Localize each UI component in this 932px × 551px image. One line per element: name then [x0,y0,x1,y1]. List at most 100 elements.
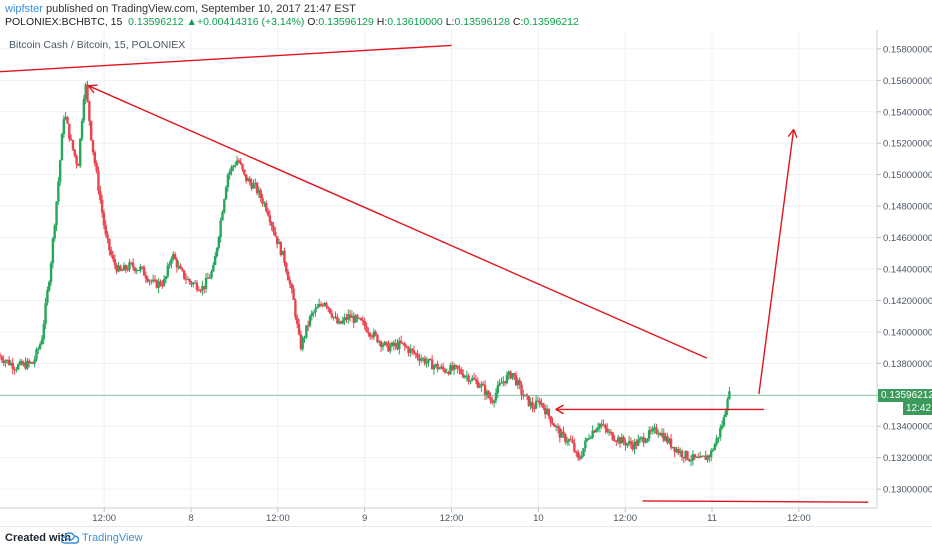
candle-body [128,262,131,270]
candle-body [372,331,376,338]
x-tick-label: 9 [362,513,367,524]
candle-body [518,380,521,385]
candle-body [531,401,534,409]
countdown-tag: 12:42 [903,402,932,416]
candle-body [394,343,397,347]
candle-body [91,140,95,153]
candle-body [684,451,687,459]
candle-body [301,337,304,350]
candle-body [467,375,470,382]
candle-body [376,334,379,343]
candle-body [6,359,9,361]
candle-body [370,336,374,338]
publish-text: published on TradingView.com, September … [42,3,356,15]
candle-body [168,264,171,266]
candle-body [119,265,122,271]
candle-body [73,149,76,156]
candle-body [544,407,547,415]
candle-body [458,368,461,370]
candle-body [385,341,388,343]
candle-body [565,441,569,443]
candle-body [241,164,244,170]
candle-body [489,397,492,401]
candle-body [534,400,538,409]
author-link[interactable]: wipfster [5,3,43,15]
candle-body [106,234,109,239]
candle-body [580,455,583,459]
candle-body [288,280,292,285]
candle-body [117,265,120,272]
candle-body [159,281,162,286]
candle-body [611,432,614,440]
candle-body [505,375,509,384]
x-tick-label: 11 [707,513,717,524]
candle-body [197,289,200,291]
candle-body [341,320,345,324]
y-tick-label: 0.15600000 [883,76,932,87]
candle-body [20,361,24,365]
candle-body [122,265,126,271]
tradingview-brand[interactable]: TradingView [82,532,143,544]
x-tick-label: 12:00 [613,513,637,524]
candle-body [662,432,665,441]
candle-body [275,236,279,245]
candle-body [502,381,505,383]
candle-body [0,355,2,357]
candle-body [188,278,191,283]
price-chart[interactable]: 0.130000000.132000000.134000000.13600000… [0,30,932,526]
candle-body [336,316,339,324]
x-tick-label: 12:00 [787,513,811,524]
candle-body [511,373,514,379]
candle-body [420,359,423,361]
candle-body [4,360,7,363]
candle-body [533,408,536,410]
candle-body [172,254,175,259]
candle-body [296,317,299,324]
candle-body [303,337,306,339]
candle-body [560,431,563,438]
candle-body [441,366,445,370]
created-with-text: Created with [5,532,72,544]
candle-body [354,315,357,323]
candle-body [551,422,554,425]
trendline-drawing [642,500,869,503]
arrow-drawing [758,129,795,395]
candle-body [266,211,270,216]
candle-body [664,435,667,441]
candle-body [365,326,368,332]
candle-body [250,182,253,189]
candle-body [184,278,188,280]
candle-body [640,437,644,439]
candle-body [239,161,242,165]
candle-body [93,152,97,164]
candle-body [720,425,724,428]
candle-body [290,284,293,289]
candle-body [447,371,450,375]
candle-body [677,449,680,454]
candle-body [465,375,469,377]
candle-body [627,441,631,444]
candle-body [215,247,219,257]
arrowhead [787,128,795,138]
candle-body [440,366,443,369]
chart-area[interactable]: 0.130000000.132000000.134000000.13600000… [0,30,932,526]
y-tick-label: 0.13000000 [883,485,932,496]
candle-body [405,346,408,348]
y-tick-label: 0.15400000 [883,107,932,118]
candle-body [399,340,403,343]
high-label: H: [376,16,388,28]
candle-body [44,302,47,325]
candle-body [618,437,622,444]
candle-body [622,437,625,443]
candle-body [494,392,498,401]
candle-body [294,300,297,318]
candle-body [305,325,308,338]
candle-body [55,201,58,226]
candle-body [416,353,419,358]
candle-body [166,265,169,277]
open-label: O: [307,16,319,28]
candle-body [496,385,500,393]
candle-body [108,238,111,251]
candle-body [161,285,164,287]
arrowhead [88,85,95,94]
